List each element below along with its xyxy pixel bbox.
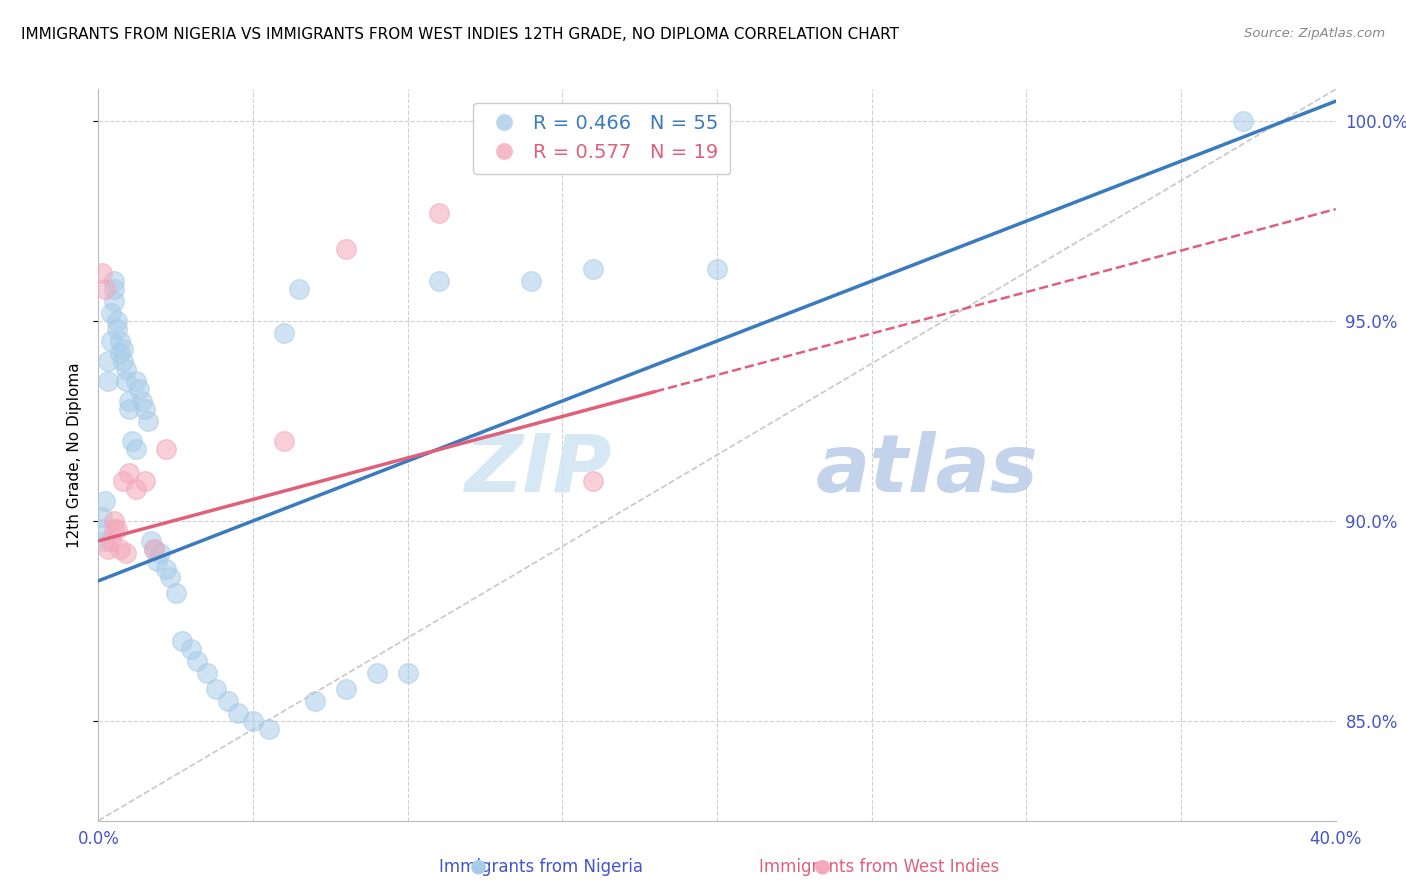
Point (108, 346, 131, 360)
Point (170, 633, 193, 648)
Point (273, 434, 295, 448)
Point (118, 466, 141, 480)
Point (143, 541, 166, 556)
Point (118, 394, 141, 409)
Text: ●: ● (470, 857, 486, 876)
Point (582, 262, 605, 277)
Point (195, 665, 218, 680)
Point (93, 533, 115, 548)
Point (103, 522, 125, 536)
Point (366, 665, 388, 680)
Point (1232, 114, 1254, 128)
Point (97, 541, 120, 556)
Point (128, 382, 150, 396)
Text: ●: ● (814, 857, 831, 876)
Point (108, 334, 131, 348)
Point (288, 282, 311, 296)
Text: ZIP: ZIP (464, 431, 612, 508)
Point (304, 694, 326, 708)
Point (90, 266, 112, 280)
Point (226, 706, 249, 720)
Point (257, 722, 280, 736)
Point (205, 681, 228, 696)
Point (706, 262, 728, 277)
Point (273, 326, 295, 340)
Point (124, 374, 146, 388)
Y-axis label: 12th Grade, No Diploma: 12th Grade, No Diploma (67, 362, 83, 548)
Text: Source: ZipAtlas.com: Source: ZipAtlas.com (1244, 27, 1385, 40)
Point (335, 242, 357, 256)
Point (396, 665, 419, 680)
Point (105, 522, 128, 536)
Point (115, 362, 138, 376)
Point (90, 509, 112, 524)
Legend: R = 0.466   N = 55, R = 0.577   N = 19: R = 0.466 N = 55, R = 0.577 N = 19 (474, 103, 731, 174)
Point (93, 282, 115, 296)
Point (134, 401, 156, 416)
Point (159, 570, 181, 584)
Point (146, 554, 169, 568)
Point (97, 354, 120, 368)
Point (115, 546, 138, 560)
Point (103, 274, 125, 288)
Point (100, 334, 122, 348)
Point (134, 474, 156, 488)
Point (335, 681, 357, 696)
Point (427, 274, 450, 288)
Point (139, 533, 162, 548)
Point (242, 714, 264, 728)
Text: Immigrants from Nigeria: Immigrants from Nigeria (439, 858, 644, 876)
Point (105, 314, 128, 328)
Point (131, 394, 153, 409)
Point (100, 306, 122, 320)
Point (115, 374, 138, 388)
Point (108, 541, 131, 556)
Point (103, 514, 125, 528)
Point (180, 641, 202, 656)
Point (93, 494, 115, 508)
Point (112, 342, 135, 356)
Point (103, 282, 125, 296)
Point (124, 442, 146, 456)
Text: atlas: atlas (815, 431, 1039, 508)
Point (103, 293, 125, 308)
Point (155, 442, 177, 456)
Point (186, 654, 208, 668)
Point (520, 274, 543, 288)
Text: Immigrants from West Indies: Immigrants from West Indies (759, 858, 998, 876)
Point (121, 434, 143, 448)
Point (124, 482, 146, 496)
Point (217, 694, 239, 708)
Point (100, 533, 122, 548)
Point (90, 522, 112, 536)
Point (165, 586, 187, 600)
Point (582, 474, 605, 488)
Point (112, 354, 135, 368)
Point (143, 541, 166, 556)
Point (149, 546, 172, 560)
Point (427, 206, 450, 220)
Point (155, 562, 177, 576)
Point (105, 322, 128, 336)
Point (97, 374, 120, 388)
Point (136, 414, 159, 428)
Text: IMMIGRANTS FROM NIGERIA VS IMMIGRANTS FROM WEST INDIES 12TH GRADE, NO DIPLOMA CO: IMMIGRANTS FROM NIGERIA VS IMMIGRANTS FR… (21, 27, 898, 42)
Point (118, 401, 141, 416)
Point (112, 474, 135, 488)
